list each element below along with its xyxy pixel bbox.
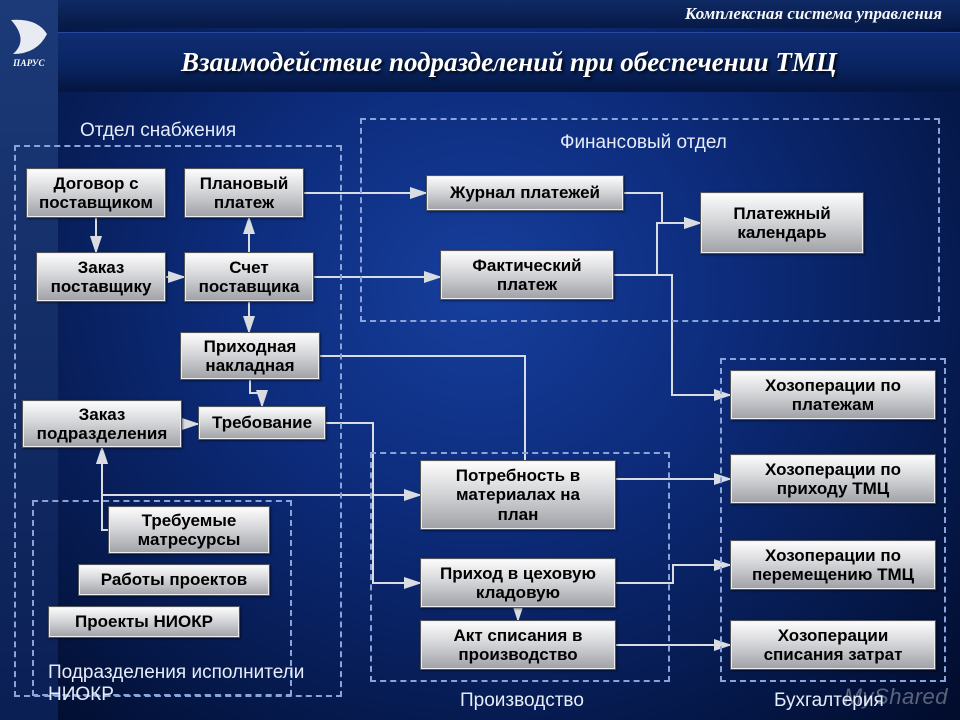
node-requirement: Требование [198,406,326,440]
group-label-production: Производство [460,690,584,712]
node-plan_payment: Плановыйплатеж [184,168,304,218]
group-label-supply: Отдел снабжения [80,120,236,142]
brand-name: ПАРУС [13,58,45,68]
node-invoice: Счетпоставщика [184,252,314,302]
node-hoz_receipt: Хозоперации поприходу ТМЦ [730,454,936,504]
brand-logo: ПАРУС [8,18,50,78]
node-hoz_writeoff: Хозоперациисписания затрат [730,620,936,670]
node-receipt_note: Приходнаянакладная [180,332,320,380]
group-label-rnd: Подразделения исполнителиНИОКР [48,662,304,706]
watermark: MyShared [844,684,948,710]
node-shop_receipt: Приход в цеховуюкладовую [420,558,616,608]
top-bar: Комплексная система управления [58,0,960,28]
node-hoz_move: Хозоперации поперемещению ТМЦ [730,540,936,590]
diagram-canvas: ПАРУС Комплексная система управления Вза… [0,0,960,720]
page-title: Взаимодействие подразделений при обеспеч… [181,47,837,78]
node-dept_order: Заказподразделения [22,400,182,448]
node-pay_journal: Журнал платежей [426,175,624,211]
node-actual_payment: Фактическийплатеж [440,250,614,300]
node-hoz_payments: Хозоперации поплатежам [730,370,936,420]
node-contract: Договор споставщиком [26,168,166,218]
group-label-finance: Финансовый отдел [560,132,727,154]
node-rnd_projects: Проекты НИОКР [48,606,240,638]
node-material_need: Потребность вматериалах наплан [420,460,616,530]
node-pay_calendar: Платежныйкалендарь [700,192,864,254]
title-band: Взаимодействие подразделений при обеспеч… [58,32,960,92]
node-res_required: Требуемыематресурсы [108,506,270,554]
node-proj_works: Работы проектов [78,564,270,596]
node-writeoff_act: Акт списания впроизводство [420,620,616,670]
node-order_supplier: Заказпоставщику [36,252,166,302]
top-bar-label: Комплексная система управления [685,4,942,24]
